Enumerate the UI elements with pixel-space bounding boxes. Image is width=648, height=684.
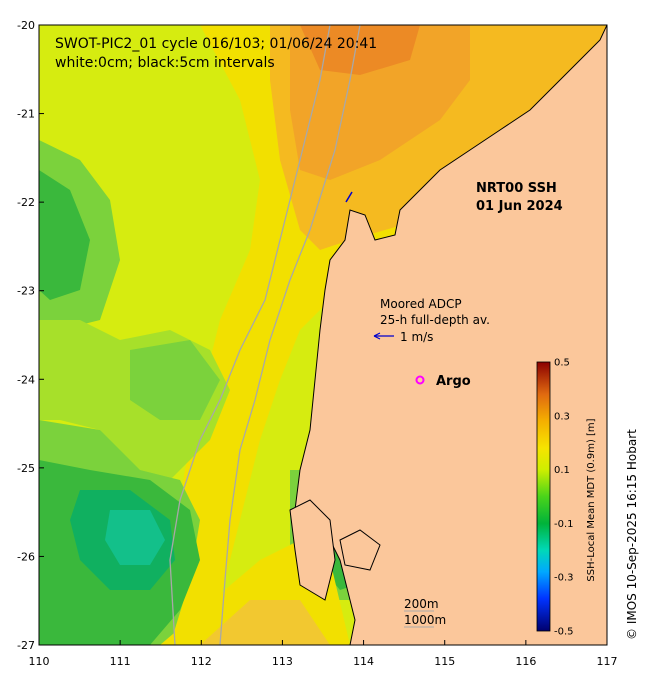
- adcp-scale-arrow-icon: [373, 332, 394, 340]
- lat-tick-label: -27: [17, 639, 35, 652]
- lat-tick-label: -20: [17, 19, 35, 32]
- bathy-200-label: 200m: [404, 597, 439, 611]
- colorbar-tick-label: 0.5: [554, 358, 570, 369]
- colorbar-title: SSH-Local Mean MDT (0.9m) [m]: [586, 418, 597, 581]
- bathy-1000-label: 1000m: [404, 613, 446, 627]
- lat-tick-label: -22: [17, 196, 35, 209]
- plot-frame: [38, 24, 608, 646]
- lat-tick-label: -26: [17, 550, 35, 563]
- colorbar-ticks: 0.5 0.3 0.1 -0.1 -0.3 -0.5: [554, 358, 574, 638]
- credit-text: © IMOS 10-Sep-2025 16:15 Hobart: [625, 429, 639, 640]
- lat-tick-label: -21: [17, 108, 35, 121]
- lon-tick-label: 114: [353, 655, 374, 668]
- adcp-subtitle: 25-h full-depth av.: [380, 313, 490, 327]
- lon-tick-label: 112: [191, 655, 212, 668]
- lon-axis: 110 111 112 113 114 115 116 117: [29, 640, 618, 668]
- lat-tick-label: -25: [17, 462, 35, 475]
- product-label: NRT00 SSH: [476, 181, 557, 196]
- lon-tick-label: 116: [515, 655, 536, 668]
- colorbar-tick-label: -0.3: [554, 573, 574, 584]
- colorbar: [536, 361, 551, 632]
- product-date: 01 Jun 2024: [476, 199, 563, 214]
- lon-tick-label: 110: [29, 655, 50, 668]
- lon-tick-label: 115: [434, 655, 455, 668]
- adcp-arrow: [345, 191, 353, 203]
- lat-tick-label: -23: [17, 285, 35, 298]
- title-line-2: white:0cm; black:5cm intervals: [55, 55, 275, 71]
- argo-marker-icon: [415, 375, 425, 385]
- argo-label: Argo: [436, 374, 471, 389]
- colorbar-tick-label: 0.3: [554, 411, 570, 422]
- colorbar-tick-label: -0.5: [554, 627, 574, 638]
- ssh-field: [39, 25, 607, 645]
- lon-tick-label: 113: [272, 655, 293, 668]
- lat-axis: -20 -21 -22 -23 -24 -25 -26 -27: [17, 19, 44, 652]
- title-line-1: SWOT-PIC2_01 cycle 016/103; 01/06/24 20:…: [55, 36, 377, 52]
- colorbar-tick-label: -0.1: [554, 519, 574, 530]
- colorbar-tick-label: 0.1: [554, 465, 570, 476]
- lat-tick-label: -24: [17, 373, 35, 386]
- lon-tick-label: 117: [597, 655, 618, 668]
- adcp-title: Moored ADCP: [380, 297, 462, 311]
- lon-tick-label: 111: [110, 655, 131, 668]
- adcp-scale-label: 1 m/s: [400, 330, 433, 344]
